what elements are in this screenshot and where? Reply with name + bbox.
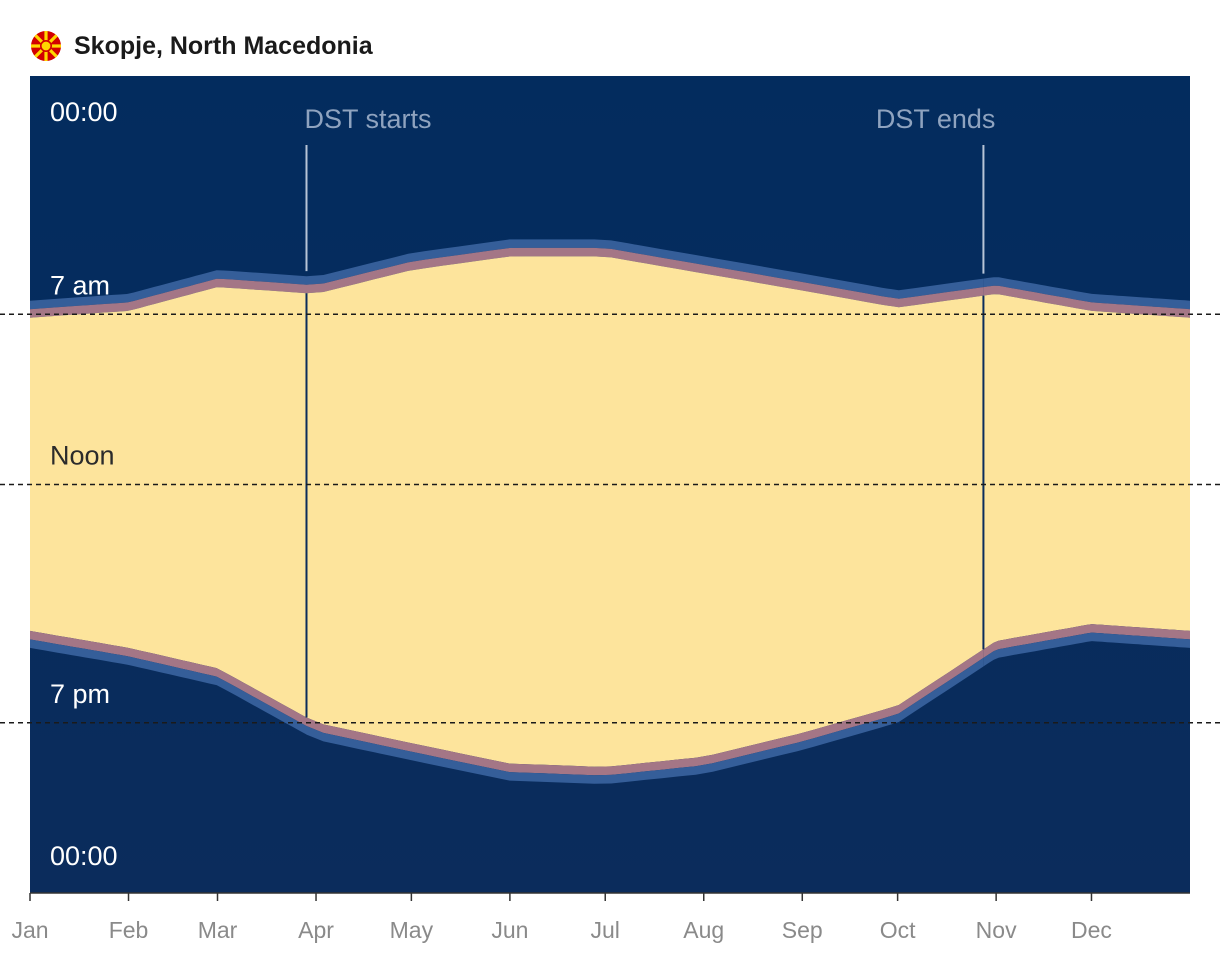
sunset-band	[30, 630, 307, 726]
x-tick-label: Apr	[298, 917, 334, 943]
chart-header: Skopje, North Macedonia	[30, 28, 373, 64]
evening-twilight-band	[983, 632, 1190, 667]
morning-twilight-band	[983, 277, 1190, 310]
sunrise-band	[983, 285, 1190, 318]
reference-label-7-pm: 7 pm	[50, 679, 110, 709]
sunrise-band	[30, 278, 307, 318]
x-tick-label: Aug	[683, 917, 724, 943]
daylight-band	[983, 294, 1190, 650]
bottom-midnight-label: 00:00	[50, 841, 118, 871]
x-tick-label: Jul	[591, 917, 620, 943]
north-macedonia-flag-icon	[31, 31, 61, 61]
reference-label-7-am: 7 am	[50, 270, 110, 300]
x-tick-label: Oct	[880, 917, 916, 943]
daylight-band	[306, 256, 984, 767]
sunset-band	[983, 624, 1190, 658]
evening-twilight-band	[30, 639, 307, 735]
x-tick-label: May	[390, 917, 434, 943]
reference-label-noon: Noon	[50, 441, 115, 471]
sunrise-band	[306, 247, 984, 308]
morning-twilight-band	[306, 239, 984, 299]
chart-title: Skopje, North Macedonia	[74, 31, 373, 60]
dst-start-label: DST starts	[304, 104, 431, 134]
morning-twilight-band	[30, 270, 307, 310]
x-tick-label: Mar	[198, 917, 238, 943]
x-tick-label: Sep	[782, 917, 823, 943]
x-tick-label: Feb	[109, 917, 149, 943]
x-tick-label: Jan	[11, 917, 48, 943]
daylight-band	[30, 287, 307, 718]
dst-end-label: DST ends	[876, 104, 996, 134]
top-midnight-label: 00:00	[50, 97, 118, 127]
x-tick-label: Dec	[1071, 917, 1112, 943]
x-tick-label: Jun	[491, 917, 528, 943]
x-tick-label: Nov	[976, 917, 1017, 943]
